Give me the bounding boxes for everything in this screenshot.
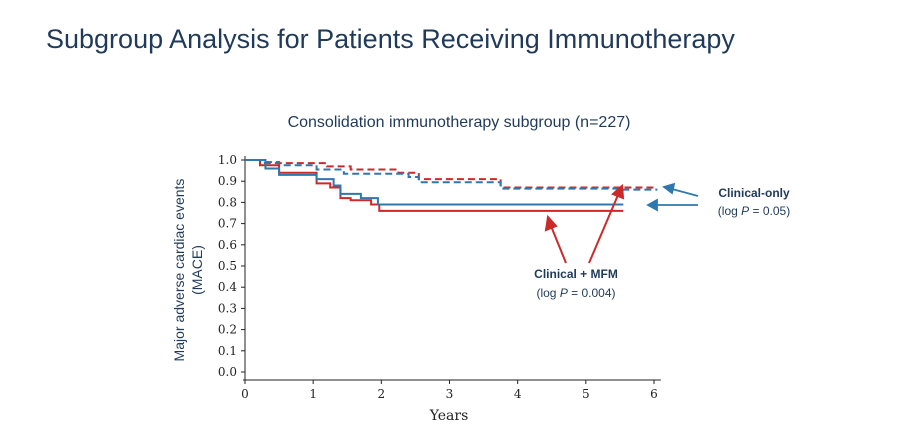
clinical-mfm-arrows — [544, 183, 625, 264]
y-tick-label: 0.5 — [218, 259, 237, 273]
y-tick-label: 0.9 — [218, 174, 237, 188]
y-tick-label: 0.7 — [218, 217, 237, 231]
slide-title: Subgroup Analysis for Patients Receiving… — [46, 24, 735, 54]
chart-axes — [243, 156, 661, 381]
chart-ticks: 0.0 0.1 0.2 0.3 0.4 0.5 0.6 0.7 0.8 0.9 1.0 0 1 2 3 4 5 6 — [218, 153, 658, 401]
chart-title: Consolidation immunotherapy subgroup (n=… — [287, 114, 631, 131]
y-tick-label: 1.0 — [218, 153, 237, 167]
y-tick-label: 0.6 — [218, 238, 237, 252]
x-tick-label: 1 — [309, 387, 317, 401]
chart-curves — [245, 159, 658, 212]
y-axis-label-line2: (MACE) — [189, 245, 205, 295]
y-tick-label: 0.3 — [218, 301, 237, 315]
x-tick-label: 0 — [241, 387, 249, 401]
y-axis-label-line1: Major adverse cardiac events — [171, 179, 187, 362]
km-curve-dashed-red — [245, 159, 658, 189]
y-tick-label: 0.0 — [218, 365, 237, 379]
km-curve-solid-red — [245, 159, 624, 212]
clinical-only-arrows — [646, 182, 699, 212]
clinical-only-label: Clinical-only — [718, 186, 790, 200]
y-tick-label: 0.8 — [218, 195, 237, 209]
x-tick-label: 4 — [514, 387, 522, 401]
clinical-mfm-label: Clinical + MFM — [534, 267, 618, 281]
x-tick-label: 5 — [582, 387, 590, 401]
x-tick-label: 3 — [446, 387, 454, 401]
clinical-only-stat: (log P = 0.05) — [718, 204, 790, 218]
y-tick-label: 0.2 — [218, 323, 237, 337]
clinical-mfm-stat: (log P = 0.004) — [536, 286, 615, 300]
y-tick-label: 0.4 — [218, 280, 237, 294]
x-tick-label: 2 — [378, 387, 386, 401]
x-axis-label: Years — [429, 408, 469, 424]
x-tick-label: 6 — [650, 387, 658, 401]
km-curve-dashed-blue — [245, 159, 658, 191]
km-curve-solid-blue — [245, 159, 624, 206]
y-tick-label: 0.1 — [218, 344, 237, 358]
